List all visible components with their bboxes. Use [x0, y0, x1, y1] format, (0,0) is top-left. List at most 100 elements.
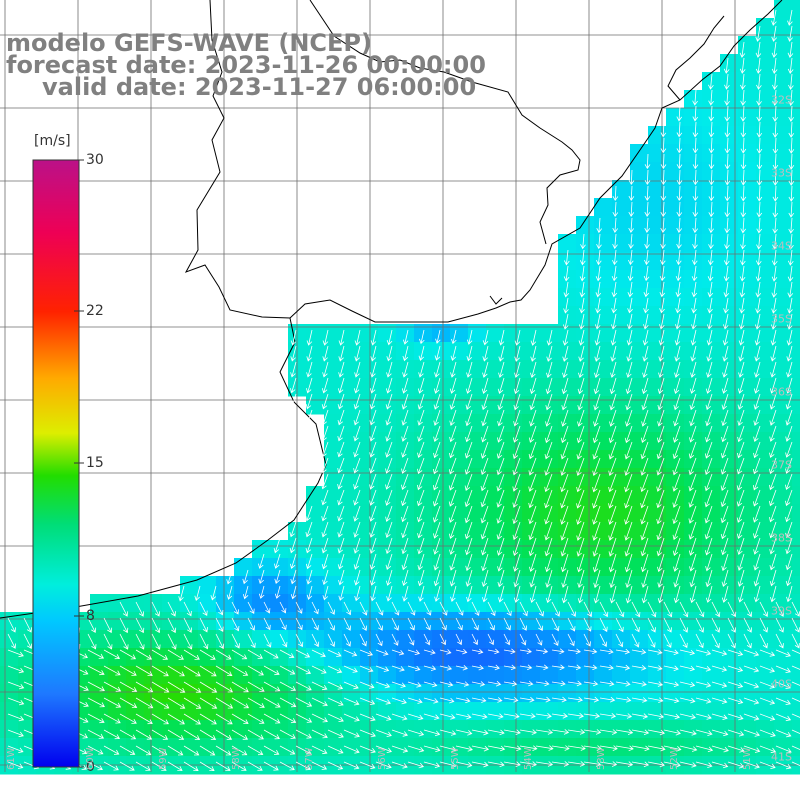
wind-arrow [263, 601, 271, 614]
wind-speed-cell [594, 342, 613, 361]
wind-speed-cell [270, 666, 289, 685]
wind-speed-cell [234, 648, 253, 667]
wind-arrow [786, 361, 793, 378]
wind-arrow [247, 729, 264, 740]
wind-speed-cell [180, 666, 199, 685]
wind-arrow [353, 505, 361, 522]
wind-arrow [708, 185, 715, 202]
wind-arrow [770, 345, 777, 362]
wind-arrow [567, 729, 586, 735]
wind-speed-cell [324, 486, 343, 505]
wind-arrow [513, 553, 521, 572]
wind-arrow [615, 617, 624, 633]
wind-arrow [743, 761, 760, 769]
wind-arrow [772, 169, 779, 186]
wind-arrow [215, 617, 224, 632]
wind-speed-cell [576, 450, 595, 469]
wind-arrow [769, 569, 777, 587]
wind-speed-cell [684, 306, 703, 325]
wind-speed-cell [702, 558, 721, 577]
wind-speed-cell [378, 684, 397, 703]
wind-arrow [418, 345, 425, 361]
wind-arrow [465, 393, 473, 411]
wind-arrow [487, 697, 503, 703]
wind-arrow [528, 425, 537, 443]
wind-arrow [512, 489, 521, 508]
wind-speed-cell [684, 522, 703, 541]
wind-speed-cell [576, 396, 595, 415]
wind-speed-cell [702, 468, 721, 487]
wind-speed-cell [360, 468, 379, 487]
wind-arrow [609, 377, 617, 395]
wind-arrow [417, 521, 425, 539]
wind-arrow [704, 489, 713, 508]
wind-arrow [215, 729, 233, 740]
wind-arrow [375, 665, 390, 672]
wind-arrow [514, 361, 521, 378]
wind-arrow [691, 265, 698, 282]
wind-speed-cell [684, 738, 703, 757]
wind-arrow [711, 601, 721, 618]
wind-arrow [231, 617, 240, 632]
wind-speed-cell [684, 342, 703, 361]
map-gridlines [0, 0, 800, 772]
wind-speed-cell [432, 360, 451, 379]
wind-arrow [544, 425, 553, 444]
wind-arrow [785, 377, 793, 394]
wind-speed-cell [540, 612, 559, 631]
wind-arrow [576, 425, 585, 444]
wind-speed-cell [792, 18, 800, 37]
wind-arrow [676, 185, 683, 202]
wind-speed-cell [234, 594, 253, 613]
wind-arrow [562, 313, 569, 330]
wind-arrow [759, 649, 776, 657]
wind-speed-cell [468, 342, 487, 361]
wind-arrow [481, 393, 489, 411]
wind-arrow [695, 681, 712, 688]
wind-arrow [519, 633, 527, 646]
wind-arrow [644, 217, 651, 233]
wind-arrow [338, 329, 345, 346]
wind-arrow [353, 489, 361, 506]
wind-speed-cell [306, 396, 325, 415]
wind-speed-cell [720, 630, 739, 649]
wind-arrow [743, 649, 760, 657]
wind-arrow [151, 745, 168, 756]
wind-arrow [87, 697, 105, 708]
wind-arrow [247, 745, 264, 756]
wind-speed-cell [162, 612, 181, 631]
wind-speed-cell [558, 234, 577, 253]
wind-speed-cell [756, 396, 775, 415]
wind-speed-cell [432, 630, 451, 649]
wind-arrow [487, 633, 495, 646]
wind-speed-cell [504, 612, 523, 631]
wind-speed-cell [342, 324, 361, 343]
wind-speed-cell [756, 234, 775, 253]
wind-arrow [439, 649, 452, 655]
wind-arrow [87, 713, 105, 724]
wind-speed-cell [522, 738, 541, 757]
wind-arrow [487, 617, 495, 631]
wind-speed-cell [108, 738, 127, 757]
wind-arrow [167, 633, 177, 650]
wind-arrow [359, 681, 375, 689]
wind-speed-cell [702, 630, 721, 649]
wind-arrow [596, 249, 602, 266]
wind-arrow [561, 377, 569, 395]
wind-arrow [151, 761, 167, 771]
wind-speed-cell [612, 180, 631, 199]
wind-arrow [455, 697, 471, 704]
wind-arrow [519, 617, 527, 631]
wind-arrow [402, 361, 409, 378]
wind-arrow [7, 681, 25, 690]
wind-arrow [759, 681, 776, 689]
wind-arrow [759, 713, 776, 721]
wind-arrow [471, 697, 487, 703]
wind-arrow [497, 425, 505, 443]
wind-speed-cell [774, 252, 793, 271]
wind-speed-cell [576, 522, 595, 541]
wind-speed-cell [702, 738, 721, 757]
wind-arrow [593, 569, 601, 589]
wind-speed-cell [108, 630, 127, 649]
wind-speed-cell [630, 270, 649, 289]
